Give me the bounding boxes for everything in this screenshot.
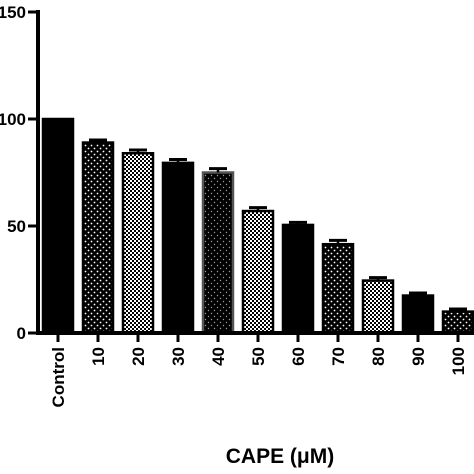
bar xyxy=(41,117,75,335)
bar xyxy=(121,151,155,335)
bar xyxy=(81,141,115,335)
x-tick-label: 40 xyxy=(209,347,228,366)
x-axis-title: CAPE (μM) xyxy=(226,445,335,468)
x-tick-label: 70 xyxy=(329,347,348,366)
bar xyxy=(441,310,474,335)
y-tick-label: 0 xyxy=(17,324,26,343)
x-tick-label: 30 xyxy=(169,347,188,366)
x-tick-label: Control xyxy=(49,347,68,407)
bar xyxy=(361,279,395,335)
bar xyxy=(401,294,435,335)
x-tick-label: 20 xyxy=(129,347,148,366)
bar xyxy=(161,161,195,335)
bar xyxy=(241,209,275,335)
x-tick-label: 80 xyxy=(369,347,388,366)
bar xyxy=(201,171,235,335)
bars xyxy=(41,117,474,335)
x-tick-label: 10 xyxy=(89,347,108,366)
x-tick-label: 50 xyxy=(249,347,268,366)
x-tick-label: 90 xyxy=(409,347,428,366)
x-tick-label: 60 xyxy=(289,347,308,366)
y-tick-label: 100 xyxy=(0,110,26,129)
y-tick-label: 50 xyxy=(7,217,26,236)
x-tick-label: 100 xyxy=(449,347,468,375)
bar xyxy=(281,223,315,335)
y-tick-label: 150 xyxy=(0,3,26,22)
x-axis: Control1020304050607080901001 xyxy=(36,331,474,407)
y-axis: 0 50 100 150 xyxy=(0,3,40,343)
bar xyxy=(321,242,355,335)
